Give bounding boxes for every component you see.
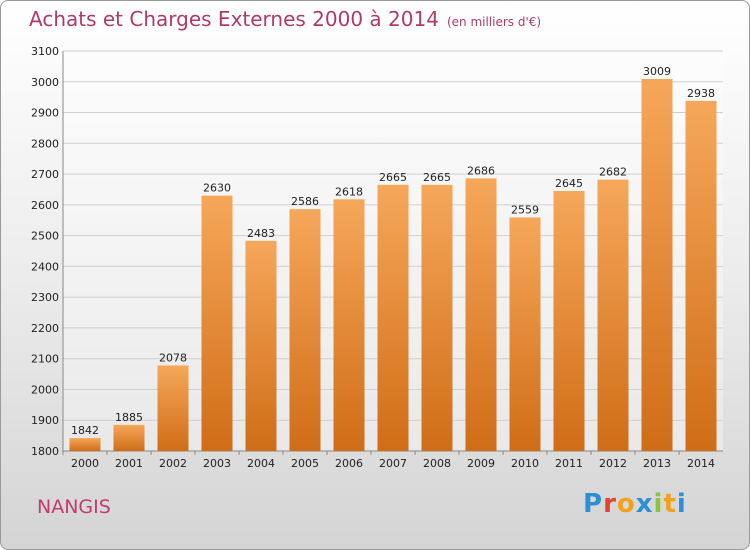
value-label-2006: 2618	[335, 185, 363, 198]
chart-title-text: Achats et Charges Externes 2000 à 2014	[29, 7, 439, 31]
bar-2012	[597, 179, 629, 451]
bar-2005	[289, 209, 321, 451]
value-label-2008: 2665	[423, 171, 451, 184]
y-tick-label: 2300	[31, 291, 59, 304]
x-tick-label-2008: 2008	[423, 457, 451, 470]
y-tick-label: 2200	[31, 322, 59, 335]
value-label-2005: 2586	[291, 195, 319, 208]
y-tick-label: 2000	[31, 383, 59, 396]
x-tick-label-2001: 2001	[115, 457, 143, 470]
x-tick-label-2002: 2002	[159, 457, 187, 470]
value-label-2011: 2645	[555, 177, 583, 190]
value-label-2012: 2682	[599, 166, 627, 179]
bar-2009	[465, 178, 497, 451]
x-tick-label-2004: 2004	[247, 457, 275, 470]
x-tick-label-2009: 2009	[467, 457, 495, 470]
y-tick-label: 2100	[31, 353, 59, 366]
value-label-2004: 2483	[247, 227, 275, 240]
x-tick-label-2005: 2005	[291, 457, 319, 470]
x-tick-label-2014: 2014	[687, 457, 715, 470]
chart-subtitle: (en milliers d'€)	[446, 15, 542, 29]
proxiti-logo: Proxiti	[583, 489, 687, 519]
value-label-2000: 1842	[71, 424, 99, 437]
y-tick-label: 2600	[31, 199, 59, 212]
value-label-2014: 2938	[687, 87, 715, 100]
bar-2002	[157, 365, 189, 451]
bar-2010	[509, 217, 541, 451]
value-label-2003: 2630	[203, 182, 231, 195]
value-label-2001: 1885	[115, 411, 143, 424]
x-tick-label-2011: 2011	[555, 457, 583, 470]
bar-2006	[333, 199, 365, 451]
y-tick-label: 2500	[31, 230, 59, 243]
x-tick-label-2013: 2013	[643, 457, 671, 470]
bar-2008	[421, 184, 453, 451]
y-tick-label: 2700	[31, 168, 59, 181]
x-tick-label-2007: 2007	[379, 457, 407, 470]
x-tick-label-2010: 2010	[511, 457, 539, 470]
y-tick-label: 3100	[31, 45, 59, 58]
bar-2007	[377, 184, 409, 451]
place-name: NANGIS	[37, 496, 111, 518]
y-tick-label: 2900	[31, 107, 59, 120]
y-tick-label: 3000	[31, 76, 59, 89]
x-tick-label-2003: 2003	[203, 457, 231, 470]
bar-2004	[245, 240, 277, 451]
value-label-2013: 3009	[643, 65, 671, 78]
x-tick-label-2006: 2006	[335, 457, 363, 470]
bar-2001	[113, 424, 145, 451]
chart-title: Achats et Charges Externes 2000 à 2014 (e…	[29, 7, 541, 31]
value-label-2007: 2665	[379, 171, 407, 184]
y-tick-label: 1800	[31, 445, 59, 458]
bar-2013	[641, 79, 673, 451]
y-tick-label: 2400	[31, 260, 59, 273]
value-label-2002: 2078	[159, 351, 187, 364]
y-tick-label: 1900	[31, 414, 59, 427]
value-label-2010: 2559	[511, 203, 539, 216]
x-tick-label-2012: 2012	[599, 457, 627, 470]
y-tick-label: 2800	[31, 137, 59, 150]
bar-2000	[69, 438, 101, 451]
bar-2011	[553, 191, 585, 451]
bar-2014	[685, 100, 717, 451]
bar-2003	[201, 195, 233, 451]
x-tick-label-2000: 2000	[71, 457, 99, 470]
value-label-2009: 2686	[467, 164, 495, 177]
